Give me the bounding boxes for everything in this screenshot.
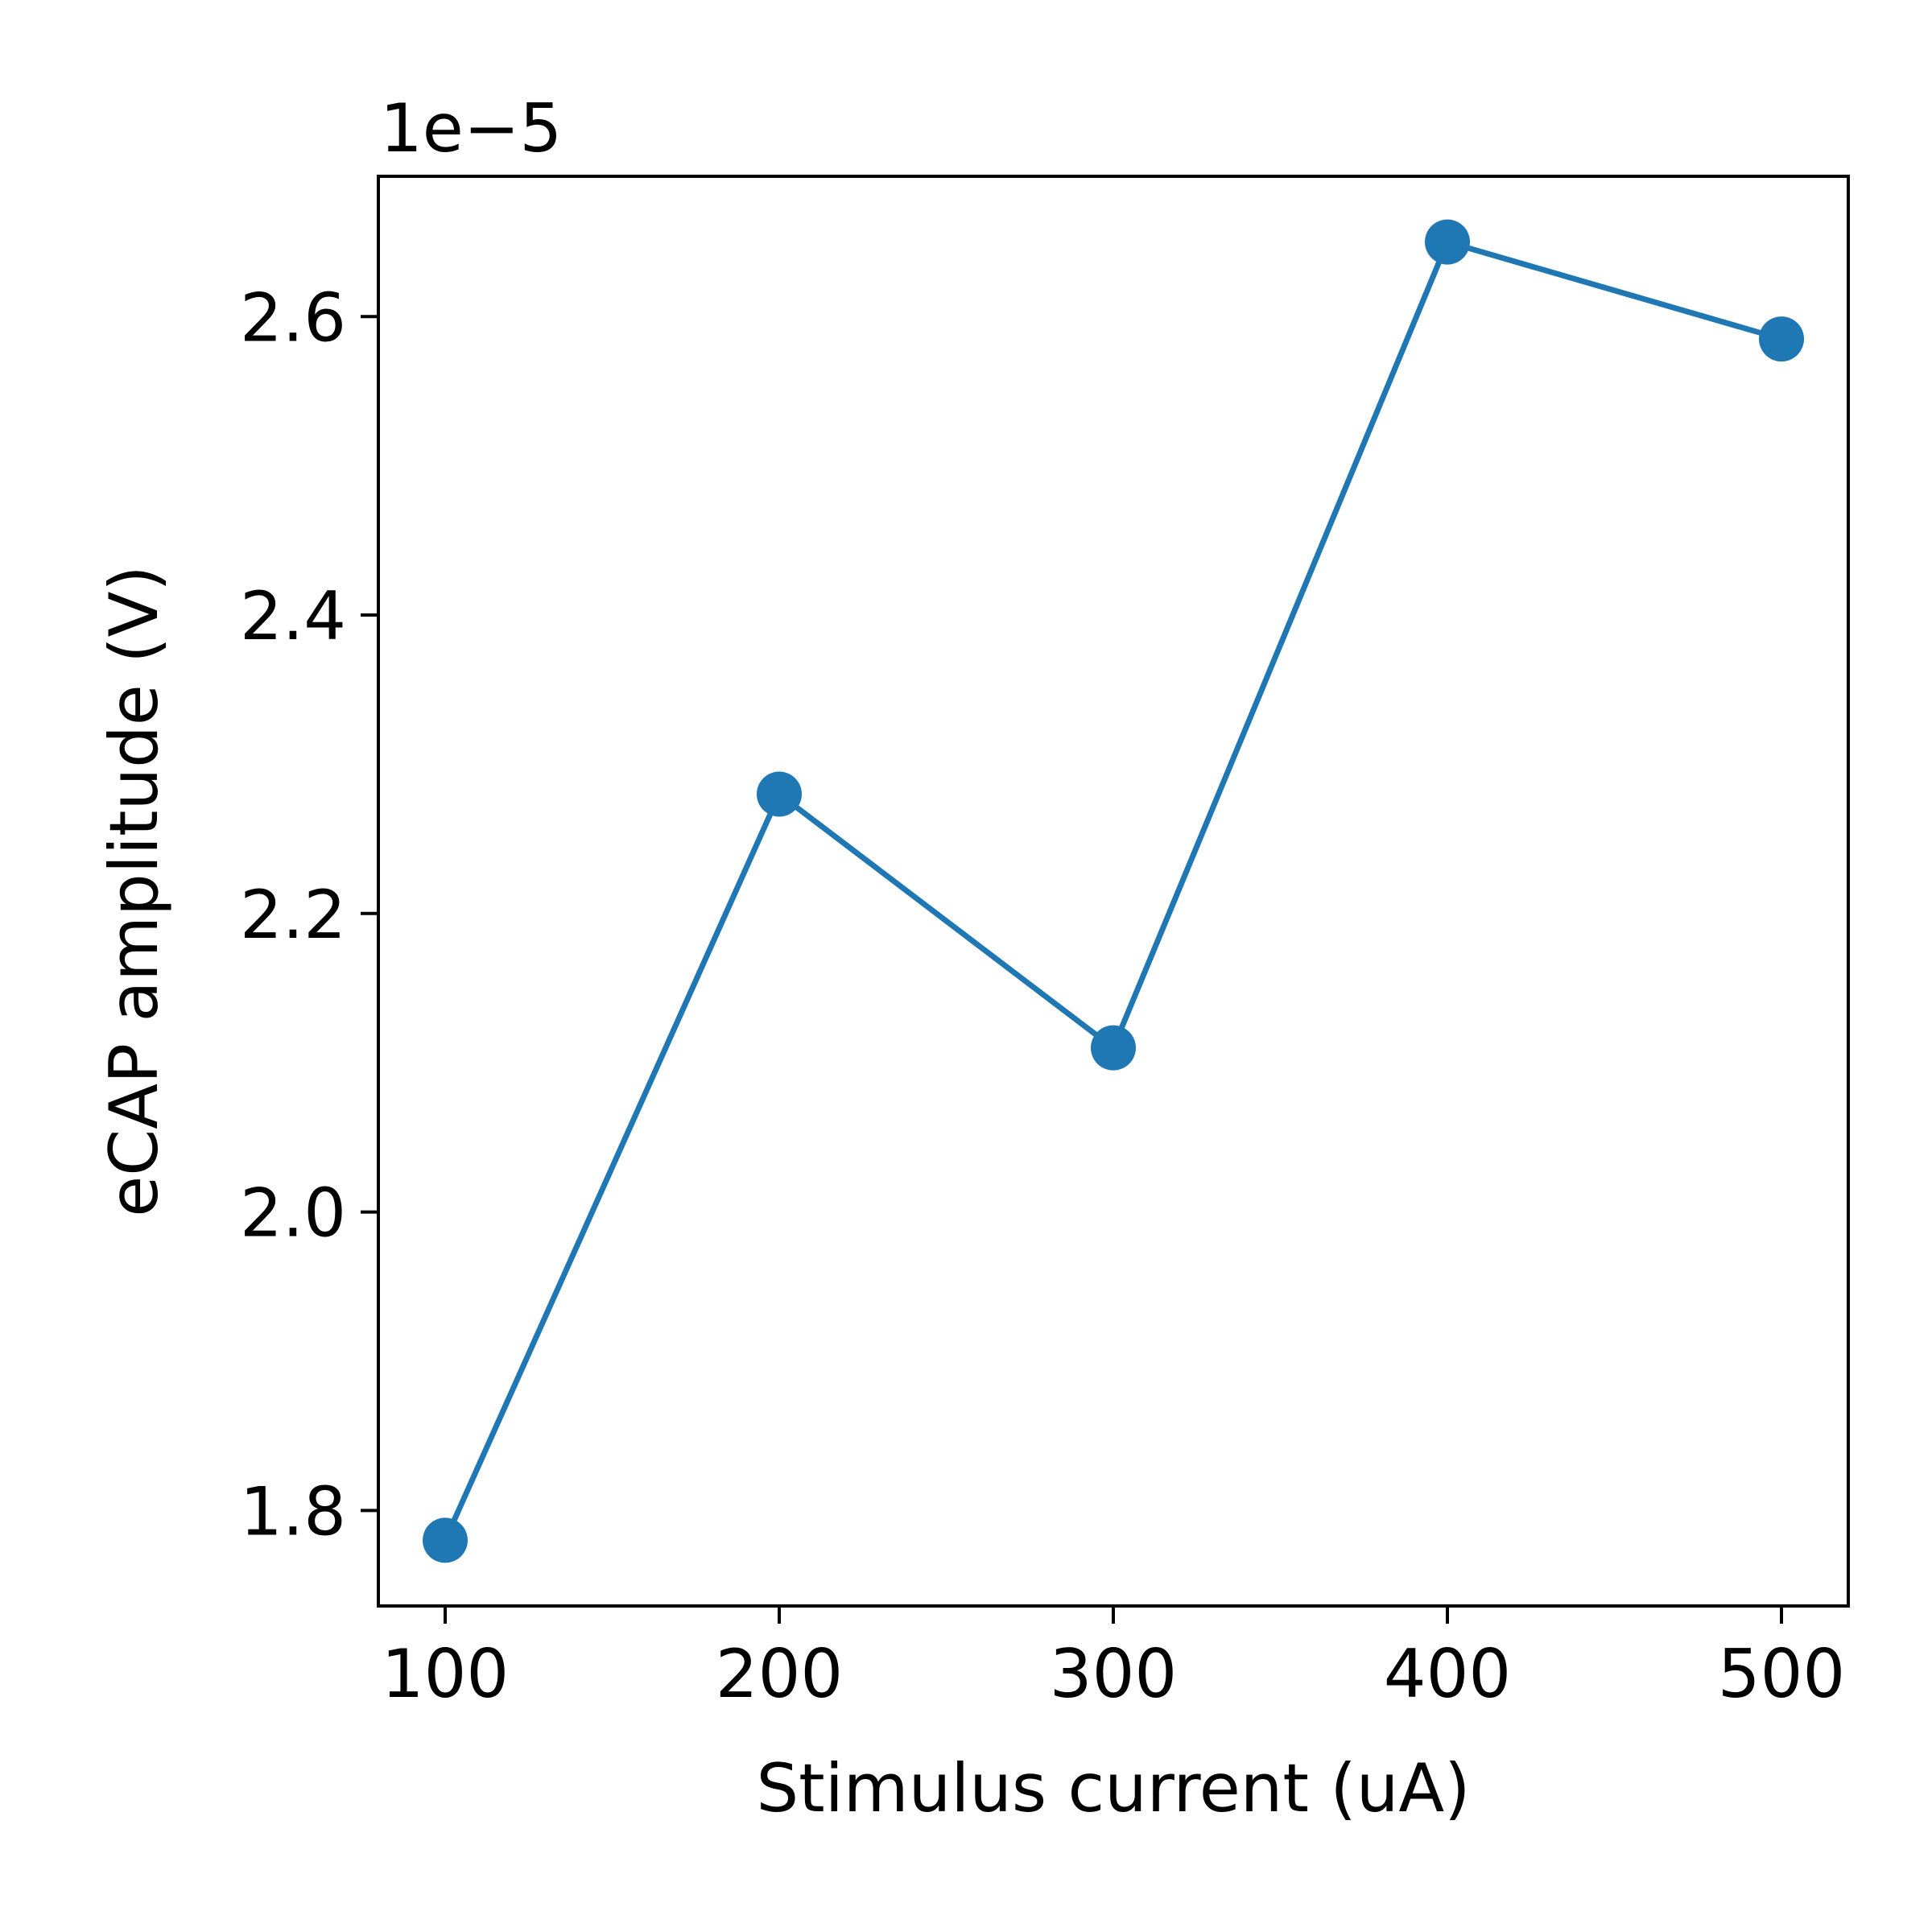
x-tick-label: 100 — [382, 1635, 509, 1713]
y-tick-label: 1.8 — [240, 1472, 346, 1550]
x-tick-label: 300 — [1050, 1635, 1177, 1713]
y-tick-label: 2.4 — [240, 577, 346, 655]
x-tick-label: 200 — [716, 1635, 843, 1713]
data-point — [423, 1517, 468, 1563]
y-tick-label: 2.2 — [240, 876, 346, 954]
axes-frame — [377, 175, 1850, 1608]
y-tick-label: 2.6 — [240, 279, 346, 357]
y-axis-ticks: 1.8 2.0 2.2 2.4 2.6 — [240, 279, 378, 1550]
y-axis-label: eCAP amplitude (V) — [95, 565, 173, 1217]
x-tick-label: 500 — [1718, 1635, 1845, 1713]
x-axis-label: Stimulus current (uA) — [757, 1749, 1471, 1827]
y-tick-label: 2.0 — [240, 1174, 346, 1253]
x-tick-label: 400 — [1384, 1635, 1511, 1713]
data-point — [1425, 219, 1470, 265]
x-axis-ticks: 100 200 300 400 500 — [382, 1606, 1845, 1713]
series-layer — [423, 219, 1804, 1563]
data-point — [757, 771, 802, 817]
data-point — [1091, 1025, 1136, 1071]
series-line — [442, 239, 1782, 1542]
y-axis-offset-label: 1e−5 — [380, 89, 562, 167]
data-point — [1759, 316, 1804, 362]
